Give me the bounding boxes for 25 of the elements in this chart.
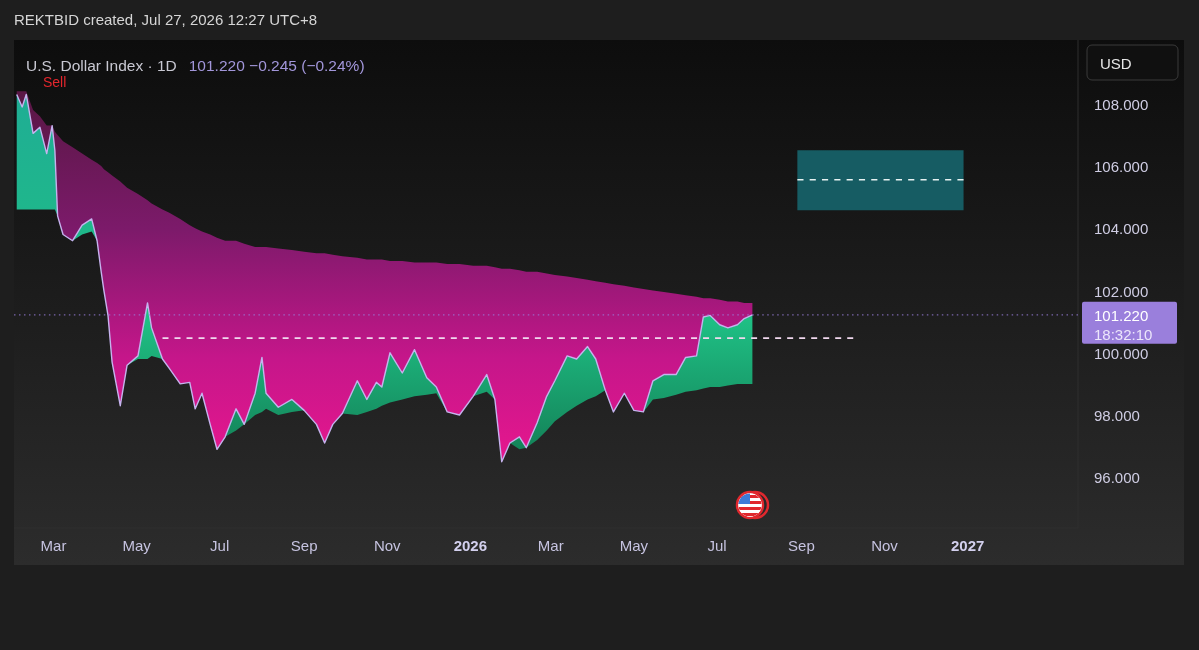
x-tick-label: 2026 (453, 536, 488, 554)
y-tick-label: 106.000 (1094, 157, 1149, 175)
x-tick-label: Nov (871, 536, 899, 554)
y-tick-label: 108.000 (1094, 95, 1149, 113)
x-tick-label: May (122, 536, 152, 554)
y-axis-title: USD (1100, 54, 1132, 72)
text: REKTBID created, Jul 27, 2026 12:27 UTC+8 (14, 10, 318, 28)
text: U.S. Dollar Index · 1D (26, 56, 177, 74)
x-tick-label: Jul (210, 536, 230, 554)
annotation: Sell (43, 74, 67, 90)
y-tick-label: 102.000 (1094, 282, 1149, 300)
x-tick-label: Nov (373, 536, 402, 554)
y-tick-label: 96.000 (1094, 468, 1140, 486)
y-tick-label: 100.000 (1094, 344, 1149, 362)
x-tick-label: 2027 (950, 536, 985, 554)
x-tick-label: Mar (40, 536, 67, 554)
y-tick-label: 98.000 (1094, 406, 1140, 424)
ref-line-label: 101.220 18:32:10 (1094, 306, 1153, 343)
x-tick-label: Jul (707, 536, 727, 554)
text: 101.220 −0.245 (−0.24%) (188, 56, 365, 74)
x-tick-label: Sep (788, 536, 815, 554)
x-tick-label: Sep (290, 536, 318, 554)
x-tick-label: May (619, 536, 649, 554)
x-tick-label: Mar (537, 536, 564, 554)
y-tick-label: 104.000 (1094, 219, 1149, 237)
